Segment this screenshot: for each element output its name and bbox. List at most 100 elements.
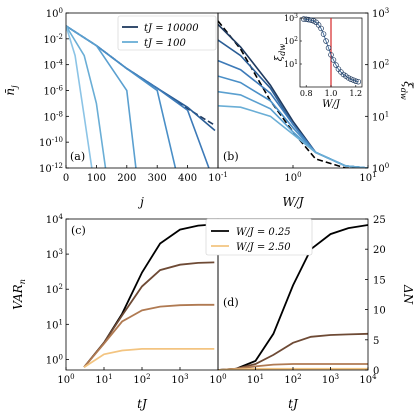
inset-point (328, 52, 334, 58)
panel-d-ytick-label: 0 (373, 366, 379, 377)
panel-d-ytick-label: 5 (373, 336, 379, 347)
panel-c-ytick-label: 101 (46, 318, 63, 331)
panel-d-label: (d) (223, 296, 239, 309)
panel-d-xtick-label: 100 (209, 373, 226, 386)
panel-a-xtick-label: 100 (87, 173, 106, 184)
inset-xtick-label: 0.8 (300, 89, 313, 98)
inset-point (325, 45, 332, 51)
panel-d-xtick-label: 102 (284, 373, 301, 386)
panel-b-ytick-label: 100 (372, 162, 389, 175)
inset-xtick-label: 1.2 (349, 89, 362, 98)
panel-a-xtick-label: 400 (178, 173, 197, 184)
inset-curve (303, 18, 359, 83)
panel-a-legend-box (117, 15, 217, 51)
panel-a-label: (a) (70, 150, 85, 163)
panel-a-ytick-label: 10-10 (39, 136, 63, 149)
inset-point (348, 76, 354, 82)
panel-b-ytick-label: 102 (372, 59, 389, 72)
inset-point (330, 57, 337, 63)
panel-d-series-0 (218, 224, 368, 370)
panel-a-series-4 (66, 25, 137, 168)
panel-a-series-6 (66, 25, 93, 168)
panel-c-series-1 (83, 261, 215, 368)
panel-b-series-5 (218, 90, 368, 168)
panel-b-label: (b) (223, 150, 239, 163)
panel-d-ytick-label: 25 (373, 215, 386, 226)
panel-c-label: (c) (71, 224, 86, 237)
inset-point (355, 78, 362, 85)
panel-d-ytick-label: 15 (373, 275, 386, 286)
inset-point (323, 38, 329, 44)
panel-a-legend-label: tJ = 100 (144, 38, 186, 49)
panel-a-xtick-label: 0 (63, 173, 69, 184)
panel-a: 0 100 200 300 400 100 10-2 10-4 10-6 10-8 10-10 10-… (3, 7, 219, 209)
panel-a-plot-area (66, 25, 216, 168)
panel-c-ylabel: VARn (11, 279, 27, 310)
panel-b-xtick-label: 101 (359, 171, 376, 184)
panel-a-xtick-label: 200 (117, 173, 136, 184)
panel-b-ylabel: ξdw (399, 81, 415, 100)
inset-ylabel: ξdw (274, 44, 287, 62)
inset-point (308, 17, 314, 23)
panel-c-series-2 (83, 303, 215, 368)
panel-b-series-0 (218, 20, 368, 168)
panel-b-ytick-label: 101 (372, 110, 389, 123)
panel-d-xtick-label: 103 (322, 373, 339, 386)
panel-b-inset: 0.8 1.0 1.2 101 102 103 W/J ξdw (274, 13, 363, 110)
panel-b-xlabel: W/J (282, 195, 304, 209)
inset-xlabel: W/J (322, 99, 341, 110)
panel-b-series-6 (218, 105, 368, 168)
panel-c-xtick-label: 103 (171, 373, 188, 386)
panel-a-xtick-label: 300 (148, 173, 167, 184)
inset-point (320, 31, 327, 37)
panel-c-plot-area (83, 223, 215, 368)
panel-a-ytick-label: 10-2 (43, 33, 63, 46)
panel-a-legend: tJ = 10000 tJ = 100 (117, 15, 217, 51)
panel-a-legend-label: tJ = 10000 (144, 23, 199, 34)
panel-a-ytick-label: 10-6 (43, 85, 63, 98)
panel-c-series-3 (83, 348, 215, 368)
panel-d-legend-label: W/J = 0.25 (236, 227, 291, 238)
panel-c-ytick-label: 102 (46, 283, 63, 296)
inset-ytick-label: 101 (284, 59, 298, 69)
panel-c-series-0 (83, 223, 215, 368)
panel-d-ylabel: ΔN (401, 284, 415, 305)
panel-d-ytick-label: 10 (373, 306, 386, 317)
panel-c: 100 101 102 103 100 101 102 103 104 tJ VARn (c) (11, 213, 219, 411)
inset-xtick-label: 1.0 (325, 89, 338, 98)
panel-d-series-2 (218, 363, 368, 370)
panel-a-series-5 (66, 25, 107, 168)
inset-point (350, 77, 357, 83)
panel-a-ytick-label: 10-8 (43, 110, 63, 123)
panel-d-xlabel: tJ (288, 397, 299, 411)
panel-a-ytick-label: 10-4 (43, 59, 63, 72)
panel-d-ytick-label: 20 (373, 245, 386, 256)
panel-a-xlabel: j (137, 195, 144, 209)
panel-a-ytick-label: 100 (46, 7, 63, 20)
panel-c-ytick-label: 103 (46, 248, 63, 261)
panel-d-xtick-label: 104 (359, 373, 377, 386)
panel-c-ytick-label: 100 (46, 353, 63, 366)
panel-d-plot-area (218, 224, 368, 370)
panel-c-xtick-label: 100 (57, 373, 74, 386)
inset-point (333, 62, 339, 68)
panel-c-frame (65, 218, 219, 371)
panel-d-legend: W/J = 0.25 W/J = 2.50 (205, 218, 313, 256)
panel-a-ylabel: n̄j (3, 85, 19, 96)
panel-c-xlabel: tJ (137, 397, 148, 411)
panel-a-ytick-label: 10-12 (39, 162, 63, 175)
panel-c-xtick-label: 101 (95, 373, 112, 386)
panel-b-plot-area (218, 20, 368, 168)
inset-ytick-label: 102 (284, 36, 298, 46)
panel-d-xtick-label: 101 (247, 373, 264, 386)
inset-point (353, 78, 359, 84)
panel-c-ytick-label: 104 (46, 213, 64, 226)
panel-b-xtick-label: 10-1 (208, 171, 228, 184)
panel-b-ytick-label: 103 (372, 7, 389, 20)
panel-c-xtick-label: 102 (133, 373, 150, 386)
inset-point (305, 16, 312, 23)
inset-ytick-label: 103 (284, 13, 298, 23)
